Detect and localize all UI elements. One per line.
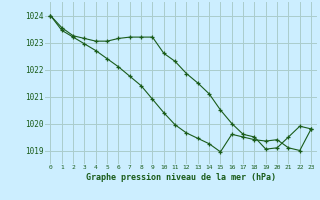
X-axis label: Graphe pression niveau de la mer (hPa): Graphe pression niveau de la mer (hPa) (86, 173, 276, 182)
